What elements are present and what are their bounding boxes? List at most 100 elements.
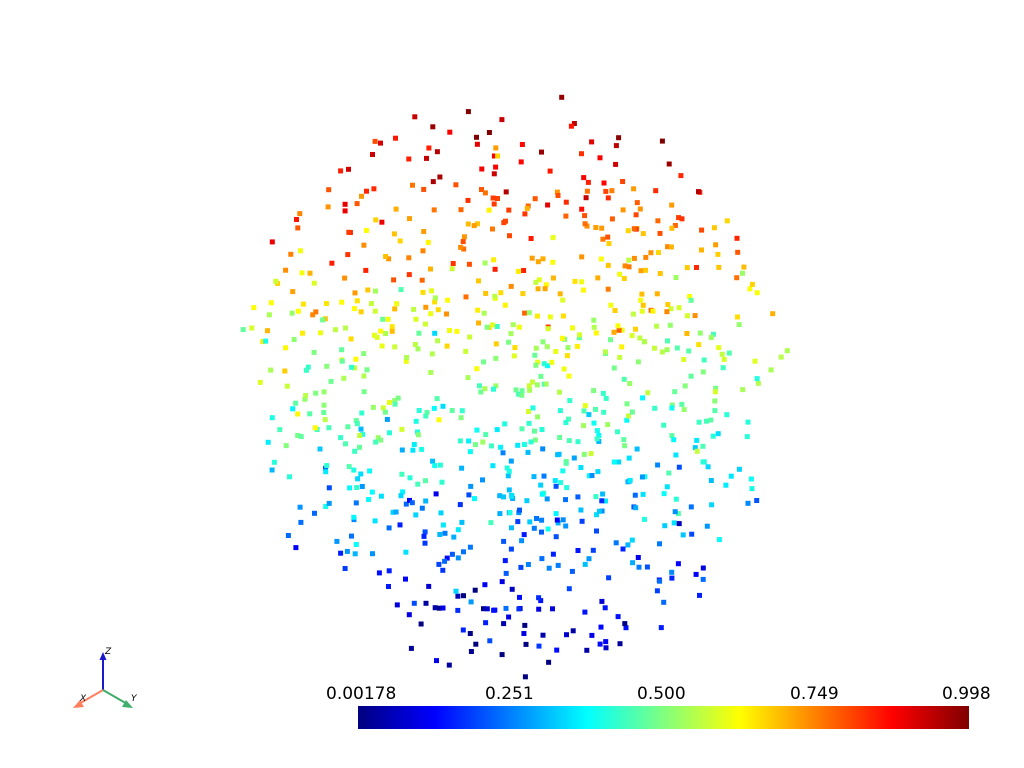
data-point [489, 443, 494, 449]
data-point [410, 182, 415, 188]
data-point [391, 277, 397, 283]
data-point [423, 498, 429, 504]
data-point [483, 432, 489, 438]
data-point [484, 324, 490, 330]
data-point [373, 439, 379, 445]
data-point [521, 268, 527, 273]
data-point [684, 331, 690, 336]
data-point [501, 494, 506, 500]
data-point [522, 211, 528, 217]
data-point [697, 592, 702, 598]
data-point [650, 308, 656, 314]
data-point [397, 522, 403, 528]
data-point [295, 225, 301, 231]
data-point [620, 546, 626, 552]
data-point [521, 631, 527, 636]
data-point [540, 632, 546, 638]
data-point [674, 345, 680, 351]
data-point [283, 443, 289, 449]
data-point [283, 267, 289, 273]
data-point [659, 138, 665, 144]
data-point [563, 213, 569, 219]
data-point [344, 548, 350, 554]
data-point [529, 255, 535, 261]
data-point [434, 149, 440, 155]
data-point [361, 389, 367, 395]
data-point [501, 538, 507, 544]
data-point [307, 270, 313, 276]
data-point [694, 437, 700, 443]
data-point [524, 498, 530, 504]
data-point [550, 259, 556, 265]
data-point [583, 195, 589, 201]
data-point [596, 508, 602, 514]
data-point [364, 227, 369, 233]
data-point [323, 465, 328, 471]
data-point [378, 437, 384, 443]
data-point [439, 479, 445, 485]
data-point [422, 529, 428, 535]
data-point [325, 204, 331, 210]
data-point [424, 155, 429, 161]
data-point [559, 94, 565, 100]
data-point [593, 494, 599, 500]
data-point [311, 349, 317, 355]
x-axis-label: X [79, 694, 87, 704]
data-point [692, 313, 698, 319]
data-point [700, 565, 706, 571]
data-point [385, 316, 391, 322]
data-point [392, 306, 398, 312]
data-point [598, 256, 604, 262]
data-point [497, 493, 503, 499]
data-point [351, 467, 357, 473]
data-point [249, 325, 255, 331]
data-point [466, 261, 472, 267]
data-point [507, 510, 513, 516]
data-point [297, 504, 303, 510]
data-point [553, 483, 559, 489]
data-point [358, 426, 364, 432]
data-point [353, 418, 359, 424]
data-point [552, 478, 558, 484]
data-point [295, 308, 301, 314]
data-point [411, 600, 417, 606]
data-point [444, 555, 450, 561]
data-point [436, 605, 442, 611]
data-point [354, 201, 360, 207]
data-point [666, 470, 672, 476]
data-point [538, 373, 544, 379]
data-point [467, 631, 473, 636]
data-point [661, 599, 667, 605]
data-point [265, 439, 271, 445]
data-point [346, 229, 352, 235]
data-point [546, 565, 552, 571]
data-point [372, 308, 378, 314]
data-point [545, 202, 551, 208]
data-point [383, 254, 389, 259]
data-point [539, 149, 544, 155]
data-point [540, 339, 546, 345]
colorbar-tick-2: 0.500 [637, 684, 686, 704]
data-point [445, 297, 451, 303]
data-point [609, 216, 615, 222]
data-point [506, 207, 512, 213]
data-point [399, 447, 405, 453]
data-point [508, 283, 514, 289]
data-point [778, 354, 784, 360]
data-point [460, 627, 466, 633]
data-point [575, 548, 581, 553]
data-point [635, 555, 641, 560]
data-point [329, 260, 335, 266]
data-point [467, 334, 473, 340]
data-point [652, 345, 657, 351]
data-point [564, 485, 570, 491]
data-point [527, 387, 533, 393]
data-point [436, 561, 442, 567]
data-point [669, 225, 675, 231]
data-point [508, 331, 514, 337]
data-point [709, 502, 715, 508]
data-point [606, 241, 612, 246]
data-point [554, 189, 560, 195]
